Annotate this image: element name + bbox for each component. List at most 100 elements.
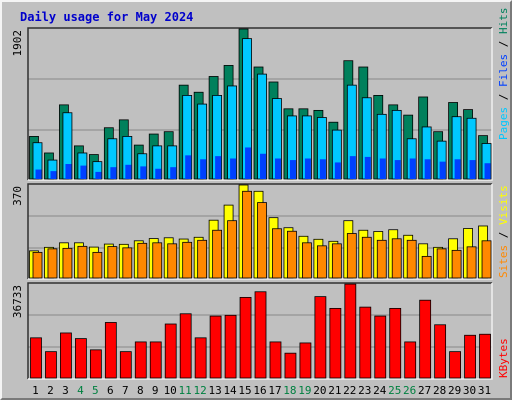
bar-kbytes xyxy=(149,341,162,379)
legend-sites: Sites xyxy=(497,245,510,278)
legend-volume: KBytes xyxy=(497,338,510,378)
bar-pages xyxy=(200,159,207,179)
bar-kbytes xyxy=(434,324,447,379)
day-label: 8 xyxy=(137,384,144,397)
bar-kbytes xyxy=(344,283,357,379)
legend-visits: Visits xyxy=(497,185,510,225)
day-label: 16 xyxy=(253,384,266,397)
bar-pages xyxy=(319,159,326,179)
day-label: 15 xyxy=(238,384,251,397)
bar-sites xyxy=(257,202,267,279)
bar-sites xyxy=(346,233,357,279)
day-label: 21 xyxy=(328,384,341,397)
day-label: 20 xyxy=(313,384,326,397)
bar-pages xyxy=(245,147,252,179)
panel-border xyxy=(27,183,492,279)
bar-sites xyxy=(406,239,417,279)
legend-files: Files xyxy=(497,54,510,87)
bar-kbytes xyxy=(134,341,147,379)
bar-pages xyxy=(424,159,431,179)
day-label: 4 xyxy=(77,384,84,397)
bar-pages xyxy=(155,168,162,179)
bar-kbytes xyxy=(359,306,372,379)
bar-pages xyxy=(110,167,117,179)
bar-kbytes xyxy=(464,334,476,379)
legend-kbytes: KBytes xyxy=(497,338,510,378)
bar-sites xyxy=(376,239,387,279)
legend-separator: / xyxy=(497,87,510,107)
bar-kbytes xyxy=(299,342,312,379)
day-label: 14 xyxy=(223,384,237,397)
bar-pages xyxy=(35,169,42,179)
bar-sites xyxy=(466,246,477,279)
bar-pages xyxy=(80,165,87,179)
bar-kbytes xyxy=(284,352,297,379)
day-label: 6 xyxy=(107,384,114,397)
day-label: 18 xyxy=(283,384,296,397)
bar-kbytes xyxy=(194,337,207,379)
legend-hits: Hits xyxy=(497,8,510,35)
bar-sites xyxy=(107,246,118,279)
panel-border xyxy=(28,283,493,380)
day-label: 1 xyxy=(32,384,39,397)
axis-max-label-requests: 1902 xyxy=(11,30,24,57)
day-label: 28 xyxy=(433,384,446,397)
bar-pages xyxy=(95,171,102,179)
bar-pages xyxy=(274,158,281,179)
bar-pages xyxy=(289,160,296,179)
day-label: 24 xyxy=(373,384,387,397)
bar-pages xyxy=(260,153,267,179)
bar-kbytes xyxy=(389,307,402,379)
bar-pages xyxy=(65,164,72,179)
panel-border xyxy=(28,184,493,280)
day-label: 22 xyxy=(343,384,356,397)
bar-sites xyxy=(227,220,237,279)
bar-pages xyxy=(364,156,371,179)
bar-sites xyxy=(32,251,43,279)
legend-pages: Pages xyxy=(497,107,510,140)
bar-sites xyxy=(197,239,208,279)
bar-kbytes xyxy=(30,337,42,379)
bar-pages xyxy=(394,160,401,179)
legend-separator: / xyxy=(497,34,510,54)
bar-kbytes xyxy=(269,341,282,379)
bar-kbytes xyxy=(60,332,72,379)
day-label: 19 xyxy=(298,384,311,397)
bar-kbytes xyxy=(329,307,342,379)
bar-sites xyxy=(451,249,462,279)
bar-sites xyxy=(421,255,432,279)
bar-sites xyxy=(182,241,193,279)
bar-sites xyxy=(391,238,402,279)
bar-sites xyxy=(212,229,223,279)
bar-sites xyxy=(242,190,252,279)
day-label: 30 xyxy=(463,384,476,397)
bar-pages xyxy=(140,166,147,179)
legend-requests: Pages / Files / Hits xyxy=(497,8,510,141)
bar-kbytes xyxy=(449,351,461,379)
bar-kbytes xyxy=(104,322,117,379)
day-label: 13 xyxy=(208,384,221,397)
bar-sites xyxy=(62,247,73,279)
bar-pages xyxy=(349,156,356,179)
bar-kbytes xyxy=(209,315,222,379)
day-label: 25 xyxy=(388,384,401,397)
bar-kbytes xyxy=(75,338,87,379)
day-label: 11 xyxy=(179,384,192,397)
bar-sites xyxy=(92,251,103,279)
bar-kbytes xyxy=(314,296,327,379)
bar-kbytes xyxy=(404,341,417,379)
panel-border xyxy=(27,27,492,180)
bar-sites xyxy=(361,236,372,279)
bar-sites xyxy=(167,243,178,279)
bar-sites xyxy=(287,230,297,279)
day-label: 10 xyxy=(164,384,177,397)
axis-max-label-visitors: 370 xyxy=(11,186,24,206)
bar-kbytes xyxy=(374,315,387,379)
bar-pages xyxy=(484,163,491,179)
day-label: 3 xyxy=(62,384,69,397)
bar-kbytes xyxy=(89,349,102,379)
bar-pages xyxy=(439,161,446,179)
bar-pages xyxy=(125,164,132,179)
day-label: 9 xyxy=(152,384,159,397)
